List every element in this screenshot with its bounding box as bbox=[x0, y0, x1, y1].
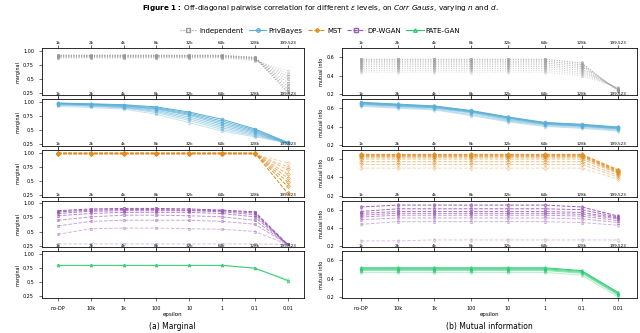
Text: (b) Mutual information: (b) Mutual information bbox=[446, 322, 533, 331]
X-axis label: epsilon: epsilon bbox=[163, 312, 182, 317]
Y-axis label: mutual info: mutual info bbox=[319, 108, 324, 137]
Y-axis label: mutual info: mutual info bbox=[319, 210, 324, 238]
Legend: Independent, PrivBayes, MST, DP-WGAN, PATE-GAN: Independent, PrivBayes, MST, DP-WGAN, PA… bbox=[177, 25, 463, 37]
Y-axis label: mutual info: mutual info bbox=[319, 159, 324, 187]
Y-axis label: mutual info: mutual info bbox=[319, 58, 324, 86]
Y-axis label: marginal: marginal bbox=[15, 112, 20, 133]
Y-axis label: marginal: marginal bbox=[15, 213, 20, 235]
Y-axis label: marginal: marginal bbox=[15, 264, 20, 286]
Y-axis label: mutual info: mutual info bbox=[319, 260, 324, 289]
Text: $\mathbf{Figure\ 1:}$ Off-diagonal pairwise correlation for different $\epsilon$: $\mathbf{Figure\ 1:}$ Off-diagonal pairw… bbox=[141, 3, 499, 13]
Y-axis label: marginal: marginal bbox=[15, 162, 20, 184]
Text: (a) Marginal: (a) Marginal bbox=[150, 322, 196, 331]
Y-axis label: marginal: marginal bbox=[15, 61, 20, 83]
X-axis label: epsilon: epsilon bbox=[480, 312, 499, 317]
